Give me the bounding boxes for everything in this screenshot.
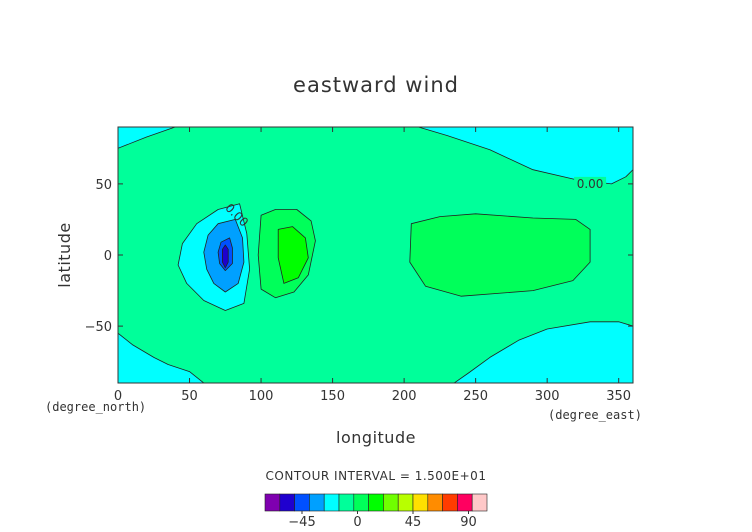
y-unit-label: (degree_north) bbox=[45, 400, 146, 414]
colorbar-tick-label: 45 bbox=[405, 515, 422, 530]
colorbar-segment bbox=[294, 493, 310, 512]
contour-region-4 bbox=[453, 321, 633, 383]
contour-region-1 bbox=[118, 127, 176, 149]
colorbar-tick-label: 90 bbox=[460, 515, 477, 530]
y-tick-label: 50 bbox=[95, 178, 112, 193]
x-axis-label: longitude bbox=[336, 428, 416, 447]
colorbar-segment bbox=[397, 493, 414, 512]
contour-regions bbox=[118, 127, 633, 383]
colorbar-tick-label: 0 bbox=[353, 515, 361, 530]
colorbar-segment bbox=[338, 493, 355, 512]
contour-label-bg bbox=[574, 176, 607, 190]
colorbar-segment bbox=[427, 493, 443, 512]
colorbar-segment bbox=[368, 493, 384, 512]
y-axis: −50 0 50 bbox=[85, 178, 633, 335]
x-tick-label: 200 bbox=[392, 389, 417, 404]
x-axis: 0 50 100 150 200 250 300 350 bbox=[114, 127, 631, 404]
contour-region-8 bbox=[221, 244, 229, 269]
contour-region-10 bbox=[277, 226, 309, 284]
plot-area bbox=[118, 127, 633, 383]
colorbar-segment bbox=[309, 493, 325, 512]
colorbar-segment bbox=[323, 493, 340, 512]
y-tick-label: 0 bbox=[104, 249, 112, 264]
colorbar-segment bbox=[412, 493, 429, 512]
x-tick-label: 250 bbox=[463, 389, 488, 404]
x-tick-label: 300 bbox=[535, 389, 560, 404]
contour-interval-text: CONTOUR INTERVAL = 1.500E+01 bbox=[266, 469, 487, 483]
colorbar-segment bbox=[457, 493, 473, 512]
contour-region-11 bbox=[409, 213, 591, 297]
colorbar-tick-label: −45 bbox=[288, 515, 315, 530]
contour-region-3 bbox=[118, 332, 205, 383]
colorbar: −45 0 45 90 bbox=[264, 493, 488, 530]
colorbar-segment bbox=[264, 493, 281, 512]
colorbar-segment bbox=[383, 493, 399, 512]
x-tick-label: 0 bbox=[114, 389, 122, 404]
y-tick-label: −50 bbox=[85, 320, 112, 335]
x-tick-label: 150 bbox=[320, 389, 345, 404]
contour-label: 0.00 bbox=[577, 177, 604, 191]
chart-title: eastward wind bbox=[293, 73, 459, 97]
x-tick-label: 50 bbox=[181, 389, 198, 404]
colorbar-segment bbox=[471, 493, 488, 512]
colorbar-segment bbox=[279, 493, 295, 512]
x-tick-label: 100 bbox=[249, 389, 274, 404]
x-unit-label: (degree_east) bbox=[548, 408, 642, 422]
x-tick-label: 350 bbox=[606, 389, 631, 404]
colorbar-segment bbox=[442, 493, 458, 512]
colorbar-segment bbox=[353, 493, 369, 512]
y-axis-label: latitude bbox=[55, 222, 74, 287]
